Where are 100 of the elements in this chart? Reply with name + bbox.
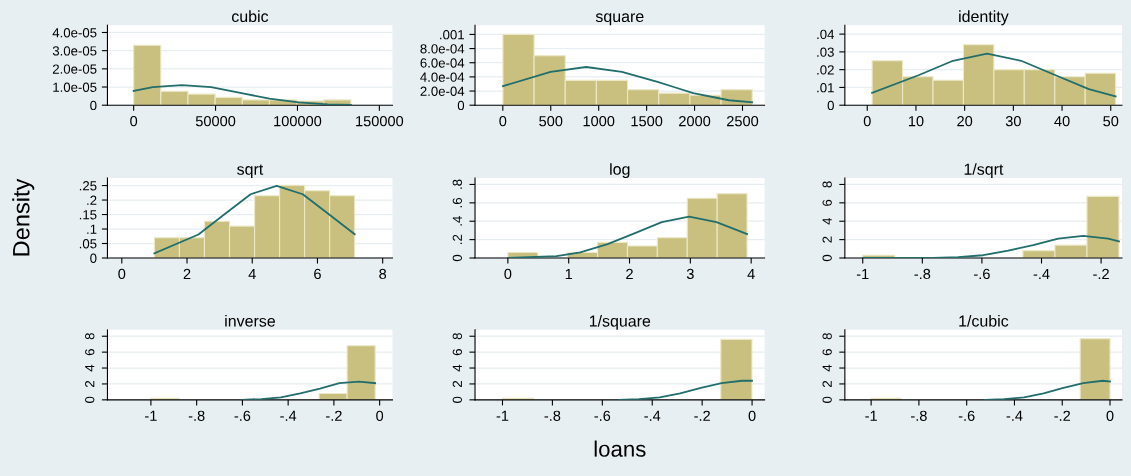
x-tick-label: 1000 [583,116,615,127]
chart-title: 1/cubic [959,314,1009,327]
x-axis-title: loans [594,440,646,457]
y-tick-label: 8 [822,333,832,340]
x-tick-label: 0 [499,116,507,127]
y-tick-label: 0 [90,100,97,111]
y-tick-label: 6 [822,349,832,356]
y-tick-label: 0 [90,253,97,263]
x-tick-label: -1 [145,410,157,421]
x-tick-label: -.4 [280,410,297,421]
chart-title: log [610,163,630,179]
x-tick-label: -.8 [544,410,561,421]
chart-title: 1/square [589,314,651,330]
y-tick-label: 8 [452,333,462,340]
y-tick-label: 0 [452,254,462,262]
y-tick-label: .15 [79,210,97,220]
y-tick-label: .25 [79,181,97,191]
y-tick-label: 6 [822,199,832,206]
chart-title: inverse [225,314,275,327]
y-tick-label: 4 [822,217,832,225]
x-tick-label: 2000 [679,116,711,127]
x-tick-label: -1 [865,410,877,421]
x-tick-label: 2500 [727,116,759,127]
x-tick-label: -.4 [1033,268,1050,279]
x-tick-label: -.6 [958,410,975,421]
chart-title: identity [959,10,1009,26]
x-tick-label: 0 [130,116,138,127]
x-tick-label: 0 [504,268,512,280]
x-tick-label: -1 [496,410,509,421]
x-tick-label: -.8 [188,410,205,421]
x-tick-label: 30 [1005,116,1021,127]
y-tick-label: 1.0e-05 [53,82,97,92]
x-tick-label: -1 [856,268,869,279]
y-tick-label: .4 [452,216,462,226]
x-tick-label: -.2 [1054,410,1071,421]
y-tick-label: 8.0e-04 [420,44,465,54]
x-tick-label: 4 [248,268,256,279]
y-tick-label: .6 [452,197,462,208]
y-tick-label: 0 [85,396,95,403]
y-tick-label: 8 [822,181,832,188]
y-tick-label: .02 [817,65,834,75]
y-tick-label: .2 [87,195,97,205]
x-tick-label: -.8 [911,410,927,421]
x-tick-label: 0 [748,410,756,421]
x-tick-label: -.4 [644,410,661,421]
y-tick-label: .03 [817,47,834,57]
y-tick-label: 3.0e-05 [52,46,97,56]
x-tick-label: -.6 [974,268,990,280]
y-tick-label: .01 [817,82,834,93]
x-tick-label: 0 [118,268,126,280]
chart-title: sqrt [237,164,264,179]
x-tick-label: 20 [957,116,973,127]
y-tick-label: 0 [822,396,832,403]
chart-title: 1/sqrt [964,163,1004,179]
y-tick-label: 0 [822,254,832,262]
x-tick-label: -.2 [1093,268,1109,279]
y-tick-label: 6 [85,349,95,356]
y-tick-label: 2 [822,236,832,243]
x-tick-label: 150000 [356,116,404,127]
y-tick-label: 4.0e-05 [52,28,97,38]
x-tick-label: 1 [565,268,573,279]
y-tick-label: .1 [87,224,97,234]
y-tick-label: 0 [457,100,465,111]
y-tick-label: 2.0e-04 [420,86,465,96]
y-tick-label: 6.0e-04 [420,58,465,68]
x-tick-label: 1500 [631,116,663,127]
y-tick-label: 0 [827,100,834,111]
y-tick-label: 2 [452,380,462,387]
chart-title: square [595,13,644,26]
y-tick-label: .05 [79,239,97,249]
y-tick-label: 2 [85,380,95,387]
x-tick-label: 8 [379,268,387,280]
y-axis-title: Density [12,178,35,256]
x-tick-label: 0 [1106,410,1114,421]
y-tick-label: .2 [452,234,462,244]
y-tick-label: 4.0e-04 [420,72,465,82]
x-tick-label: -.2 [326,410,342,421]
y-tick-label: .8 [452,179,462,189]
y-tick-label: 4 [85,364,95,372]
x-tick-label: 100000 [274,116,322,127]
x-tick-label: 0 [863,116,871,127]
x-tick-label: 0 [376,410,384,421]
x-tick-label: 4 [747,268,755,279]
y-tick-label: 8 [85,333,95,340]
x-tick-label: 10 [908,116,924,127]
y-tick-label: 6 [452,349,462,356]
x-tick-label: -.6 [234,410,251,421]
x-tick-label: 500 [539,116,563,127]
x-tick-label: 2 [626,268,633,279]
chart-title: cubic [231,10,269,23]
y-tick-label: 4 [822,364,832,372]
x-tick-label: -.4 [1006,410,1023,421]
y-tick-label: 2 [822,380,832,387]
x-tick-label: 50 [1103,116,1119,127]
x-tick-label: -.8 [914,268,931,280]
x-tick-label: 3 [686,268,694,280]
y-tick-label: 4 [452,364,462,372]
x-tick-label: 2 [183,268,191,279]
y-tick-label: 0 [452,396,462,403]
x-tick-label: 40 [1054,116,1070,127]
